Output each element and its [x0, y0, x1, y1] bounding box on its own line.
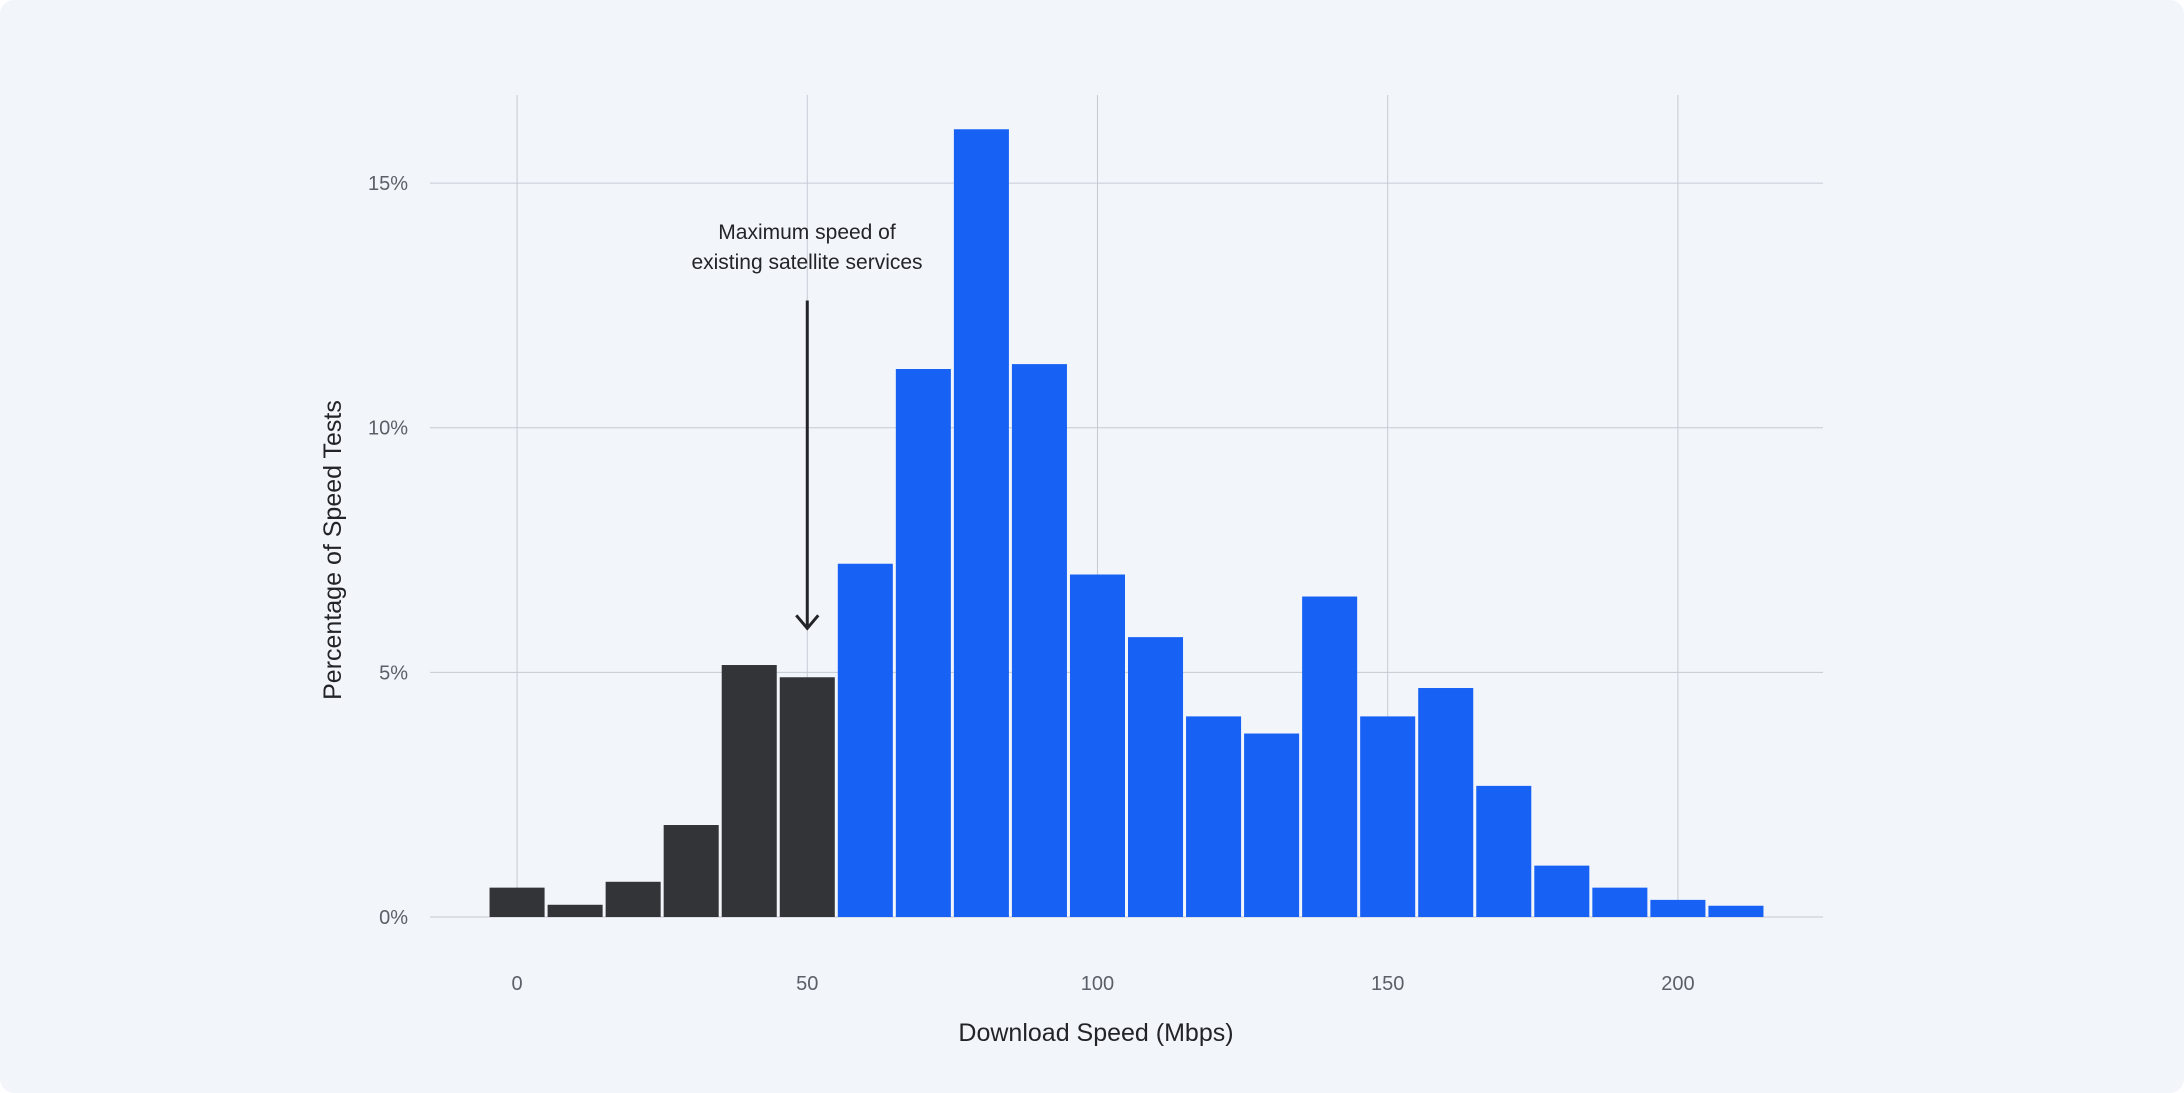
y-tick-label-5: 5%	[379, 662, 408, 684]
x-tick-label-50: 50	[796, 973, 818, 995]
bar-150	[1360, 716, 1416, 917]
bar-70	[895, 369, 951, 917]
annotation-arrow-head-icon	[795, 614, 820, 631]
bar-50	[779, 677, 835, 917]
bar-60	[837, 563, 893, 917]
x-tick-label-150: 150	[1371, 973, 1404, 995]
bar-140	[1302, 596, 1358, 917]
x-tick-label-0: 0	[512, 973, 523, 995]
x-tick-label-100: 100	[1081, 973, 1114, 995]
grid	[430, 95, 1823, 918]
bar-120	[1186, 716, 1242, 917]
bar-200	[1650, 899, 1706, 917]
bar-180	[1534, 865, 1590, 917]
bar-130	[1244, 733, 1300, 917]
bar-80	[953, 129, 1009, 917]
y-axis-title: Percentage of Speed Tests	[319, 400, 347, 700]
x-axis-title: Download Speed (Mbps)	[958, 1019, 1233, 1047]
bars	[489, 129, 1764, 917]
y-tick-labels: 0% 5% 10% 15%	[368, 173, 408, 929]
bar-90	[1011, 364, 1067, 917]
bar-20	[605, 881, 661, 917]
bar-190	[1592, 887, 1648, 917]
bar-160	[1418, 688, 1474, 917]
x-tick-label-200: 200	[1661, 973, 1694, 995]
bar-10	[547, 904, 603, 917]
bar-100	[1069, 574, 1125, 917]
annotation-line-2: existing satellite services	[691, 251, 922, 274]
bar-40	[721, 665, 777, 917]
bar-170	[1476, 785, 1532, 917]
x-tick-labels: 0 50 100 150 200	[512, 973, 1695, 995]
annotation-line-1: Maximum speed of	[718, 221, 896, 244]
y-tick-label-10: 10%	[368, 418, 408, 440]
bar-210	[1708, 905, 1764, 917]
bar-0	[489, 887, 545, 917]
y-tick-label-0: 0%	[379, 907, 408, 929]
y-tick-label-15: 15%	[368, 173, 408, 195]
annotation: Maximum speed of existing satellite serv…	[691, 221, 923, 631]
bar-30	[663, 825, 719, 917]
bar-110	[1128, 637, 1184, 917]
